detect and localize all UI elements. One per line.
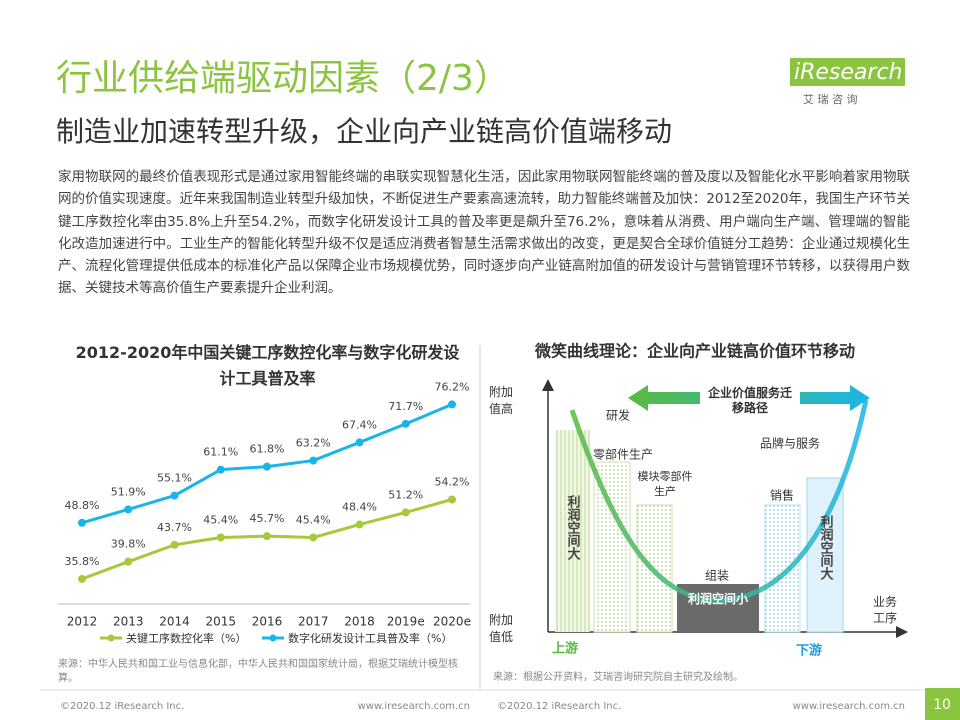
point — [309, 533, 318, 542]
x-label: 业务工序 — [873, 595, 898, 625]
x-tick-label: 2014 — [159, 615, 190, 629]
legend-item: 数字化研发设计工具普及率（%） — [262, 631, 452, 645]
title: 行业供给端驱动因素（2/3） — [56, 58, 510, 99]
source: 来源：根据公开资料，艾瑞咨询研究院自主研究及绘制。 — [493, 672, 743, 683]
value-label: 61.1% — [203, 446, 238, 459]
point — [355, 438, 364, 447]
value-label: 54.2% — [435, 475, 470, 488]
stage-label: 销售 — [770, 488, 794, 503]
url: www.iresearch.com.cn — [793, 701, 905, 712]
chart-title: 2012-2020年中国关键工序数控化率与数字化研发设计工具普及率 — [75, 343, 460, 388]
point — [355, 520, 364, 529]
legend-label: 数字化研发设计工具普及率（%） — [288, 631, 452, 645]
stage-box — [806, 477, 844, 633]
stage-label: 组装 — [705, 569, 729, 583]
subtitle: 制造业加速转型升级，企业向产业链高价值端移动 — [56, 115, 672, 148]
point — [448, 495, 456, 504]
legend-label: 关键工序数控化率（%） — [126, 631, 246, 645]
point — [448, 400, 456, 409]
body-text: 家用物联网的最终价值表现形式是通过家用智能终端的串联实现智慧化生活，因此家用物联… — [58, 169, 910, 297]
point — [216, 465, 225, 474]
value-label: 63.2% — [296, 437, 331, 450]
stage-box — [555, 430, 590, 632]
profit-label: 利润空间大 — [818, 514, 834, 581]
point — [309, 456, 318, 465]
value-label: 45.7% — [250, 512, 285, 525]
legend-swatch — [107, 634, 115, 642]
value-label: 55.1% — [157, 472, 192, 485]
value-label: 43.7% — [157, 521, 192, 534]
stage-label: 品牌与服务 — [760, 436, 820, 451]
stage-label: 模块零部件生产 — [637, 470, 693, 498]
x-tick-label: 2016 — [252, 615, 283, 629]
point — [124, 557, 133, 566]
y-low: 附加值低 — [489, 613, 514, 644]
page-box — [925, 688, 960, 720]
diagram-title: 微笑曲线理论：企业向产业链高价值环节移动 — [534, 342, 855, 361]
point — [401, 419, 410, 428]
point — [401, 508, 410, 517]
stage-box — [593, 461, 631, 633]
url: www.iresearch.com.cn — [358, 701, 470, 712]
value-label: 35.8% — [65, 555, 100, 568]
source: 来源：中华人民共和国工业与信息化部，中华人民共和国国家统计局，根据艾瑞统计模型核… — [58, 659, 458, 684]
x-tick-label: 2015 — [205, 615, 236, 629]
x-tick-label: 2012 — [67, 615, 98, 629]
smile-curve — [569, 399, 869, 603]
y-high: 附加值高 — [489, 385, 514, 416]
value-label: 45.4% — [203, 513, 238, 526]
stage-label: 研发 — [606, 408, 630, 423]
stage-box — [764, 504, 801, 633]
profit-label: 利润空间小 — [688, 592, 749, 606]
value-label: 51.9% — [111, 485, 146, 498]
point — [263, 532, 271, 541]
x-tick-label: 2018 — [344, 615, 375, 629]
logo: iResearch — [794, 60, 903, 85]
stage-label: 零部件生产 — [593, 447, 653, 462]
copyright: ©2020.12 iResearch Inc. — [497, 701, 621, 712]
value-label: 45.4% — [296, 513, 331, 526]
value-label: 67.4% — [342, 418, 377, 431]
x-tick-label: 2013 — [113, 615, 144, 629]
value-label: 71.7% — [388, 400, 423, 413]
value-label: 51.2% — [388, 488, 423, 501]
x-tick-label: 2019e — [387, 615, 425, 629]
line-chart: 2012 2013 2014 2015 2016 2017 2018 2019e 2020e 35… — [58, 380, 471, 645]
logo-box — [790, 58, 905, 86]
point — [124, 505, 133, 514]
value-label: 48.8% — [65, 499, 100, 512]
point — [78, 574, 86, 583]
stage-box — [677, 584, 759, 632]
upstream: 上游 — [552, 641, 578, 657]
copyright: ©2020.12 iResearch Inc. — [60, 701, 184, 712]
point — [216, 533, 225, 542]
value-label: 61.8% — [250, 443, 285, 456]
x-tick-label: 2020e — [433, 615, 471, 629]
point — [78, 518, 86, 527]
profit-label: 利润空间大 — [565, 494, 581, 561]
value-label: 39.8% — [111, 538, 146, 551]
path-label: 企业价值服务迁移路径 — [707, 386, 792, 415]
diagram: 微笑曲线理论：企业向产业链高价值环节移动 研发 零部件生产 组装 销售 品牌与服… — [534, 342, 908, 659]
point — [170, 540, 179, 549]
value-label: 48.4% — [342, 501, 377, 514]
point — [170, 491, 179, 500]
x-tick-label: 2017 — [298, 615, 329, 629]
page-number: 10 — [933, 697, 951, 713]
downstream: 下游 — [796, 643, 822, 659]
legend-swatch — [269, 634, 277, 642]
legend-item: 关键工序数控化率（%） — [100, 631, 246, 645]
value-label: 76.2% — [435, 380, 470, 393]
logo-sub: 艾 瑞 咨 询 — [803, 92, 858, 106]
point — [263, 462, 271, 471]
arrow-label-bg — [700, 383, 800, 419]
